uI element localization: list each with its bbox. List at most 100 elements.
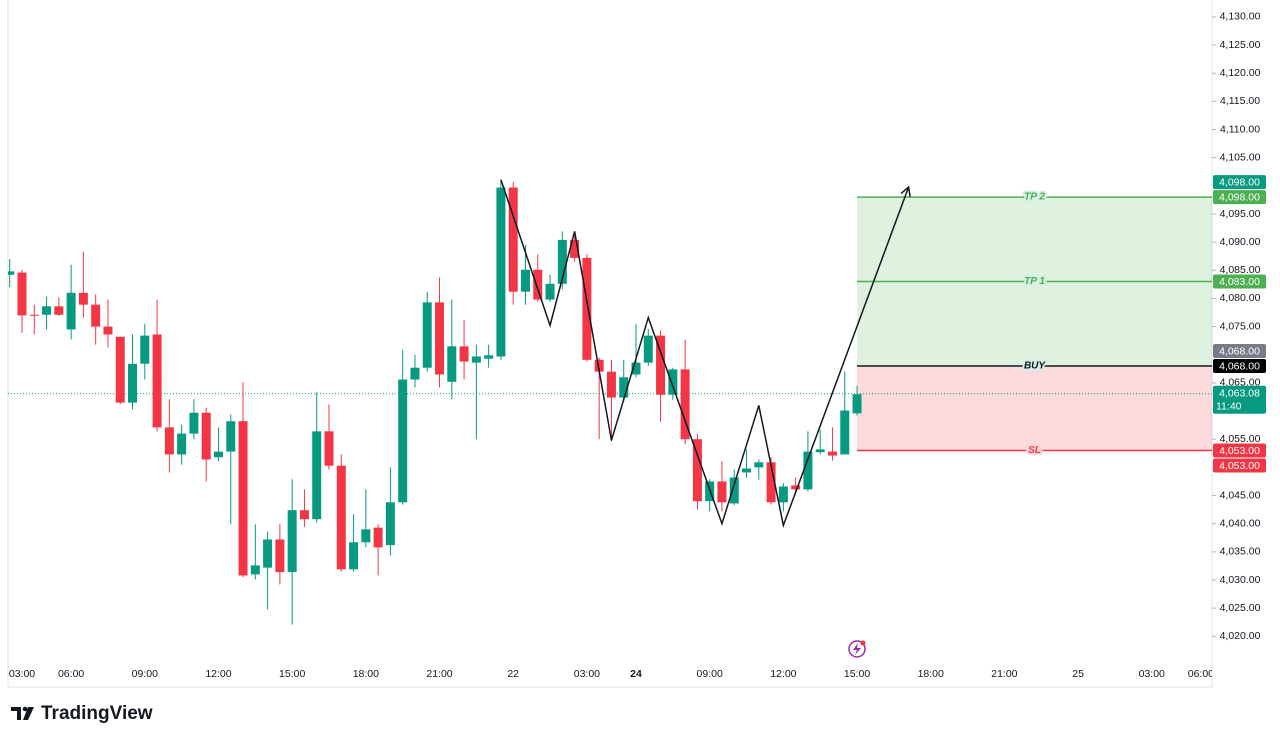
- candle-body: [336, 465, 346, 570]
- alert-icon: [848, 640, 866, 658]
- candle-body: [484, 355, 494, 359]
- last-price-label: 4,063.08: [1219, 388, 1260, 400]
- candle-body: [152, 334, 162, 428]
- y-tick-label: 4,040.00: [1220, 517, 1261, 529]
- candle-body: [656, 335, 666, 395]
- y-tick-label: 4,105.00: [1220, 151, 1261, 163]
- plot-area: TP 2 TP 1 BUY SL: [8, 179, 1212, 625]
- candle-body: [742, 468, 752, 473]
- x-tick-label: 24: [630, 668, 642, 680]
- price-tag: [1213, 443, 1266, 458]
- candle-body: [275, 539, 285, 573]
- candle-body: [791, 485, 801, 490]
- y-tick-label: 4,045.00: [1220, 489, 1261, 501]
- price-tag: [1213, 175, 1266, 190]
- pattern-line: [500, 179, 910, 529]
- candle-body: [250, 565, 260, 575]
- x-tick-label: 15:00: [844, 668, 870, 680]
- x-tick-label: 03:00: [574, 668, 600, 680]
- y-tick-label: 4,025.00: [1220, 602, 1261, 614]
- price-tag: [1213, 359, 1266, 374]
- y-tick-label: 4,115.00: [1220, 95, 1260, 107]
- x-tick-label: 03:00: [9, 668, 35, 680]
- x-tick-label: 22: [507, 668, 519, 680]
- last-price-tag: [1213, 385, 1266, 414]
- candle-body: [66, 292, 76, 330]
- price-tag-label: 4,068.00: [1219, 360, 1260, 372]
- candle-body: [324, 431, 334, 466]
- level-label: TP 1: [1024, 276, 1045, 287]
- candle-body: [263, 539, 273, 568]
- y-tick-label: 4,095.00: [1220, 208, 1261, 220]
- candle-body: [545, 283, 555, 300]
- price-tag-label: 4,053.00: [1219, 460, 1260, 472]
- candle-body: [226, 421, 236, 452]
- candle-body: [533, 269, 543, 300]
- y-tick-label: 4,035.00: [1220, 546, 1261, 558]
- candle-body: [803, 451, 813, 490]
- candle-body: [78, 292, 88, 305]
- candle-body: [103, 326, 113, 335]
- y-tick-label: 4,075.00: [1220, 320, 1261, 332]
- price-tag-label: 4,098.00: [1219, 191, 1260, 203]
- candle-body: [692, 439, 702, 502]
- price-tag-label: 4,068.00: [1219, 345, 1260, 357]
- candle-body: [128, 363, 138, 403]
- x-tick-label: 18:00: [353, 668, 379, 680]
- candle-body: [42, 306, 52, 315]
- price-tag-label: 4,098.00: [1219, 176, 1260, 188]
- candle-body: [410, 367, 420, 380]
- candle-body: [349, 542, 359, 570]
- y-tick-label: 4,080.00: [1220, 292, 1261, 304]
- candle-body: [680, 369, 690, 440]
- price-tag: [1213, 190, 1266, 205]
- candle-body: [115, 336, 125, 403]
- x-tick-label: 18:00: [918, 668, 944, 680]
- candle-body: [361, 529, 371, 543]
- y-tick-label: 4,120.00: [1220, 67, 1261, 79]
- candle-body: [766, 462, 776, 503]
- y-tick-label: 4,065.00: [1220, 377, 1261, 389]
- x-tick-label: 15:00: [279, 668, 305, 680]
- x-tick-label: 06:00: [1188, 668, 1214, 680]
- candle-body: [717, 481, 727, 503]
- price-tag: [1213, 274, 1266, 289]
- candle-body: [840, 410, 850, 455]
- y-tick-label: 4,020.00: [1220, 630, 1261, 642]
- candle-body: [299, 510, 309, 520]
- price-tag-label: 4,053.00: [1219, 445, 1260, 457]
- candle-body: [435, 302, 445, 375]
- loss-zone: [857, 366, 1212, 451]
- candle-body: [312, 431, 322, 520]
- y-tick-label: 4,125.00: [1220, 39, 1261, 51]
- axes: 4,020.00 4,025.00 4,030.00 4,035.00 4,040.00…: [9, 11, 1266, 680]
- level-label: TP 2: [1024, 192, 1045, 203]
- candle-body: [91, 304, 101, 327]
- level-label: SL: [1028, 445, 1041, 456]
- x-tick-label: 12:00: [205, 668, 231, 680]
- candle-body: [594, 359, 604, 372]
- x-tick-label: 12:00: [770, 668, 796, 680]
- candle-body: [385, 502, 395, 546]
- y-tick-label: 4,130.00: [1220, 11, 1261, 23]
- candle-body: [238, 421, 248, 576]
- candle-body: [471, 356, 481, 363]
- candle-body: [189, 412, 199, 434]
- brand-name: TradingView: [41, 703, 153, 724]
- candle-body: [852, 394, 862, 414]
- candle-body: [729, 477, 739, 504]
- y-tick-label: 4,090.00: [1220, 236, 1261, 248]
- candle-body: [631, 362, 641, 375]
- candle-body: [778, 486, 788, 503]
- x-tick-label: 09:00: [132, 668, 158, 680]
- candle-body: [557, 239, 567, 284]
- countdown-label: 11:40: [1216, 401, 1242, 413]
- brand-logo: [11, 706, 34, 720]
- y-tick-label: 4,110.00: [1220, 123, 1260, 135]
- candle-body: [287, 510, 297, 573]
- price-tag: [1213, 344, 1266, 359]
- candle-body: [520, 269, 530, 292]
- candle-body: [140, 335, 150, 364]
- candle-body: [398, 379, 408, 503]
